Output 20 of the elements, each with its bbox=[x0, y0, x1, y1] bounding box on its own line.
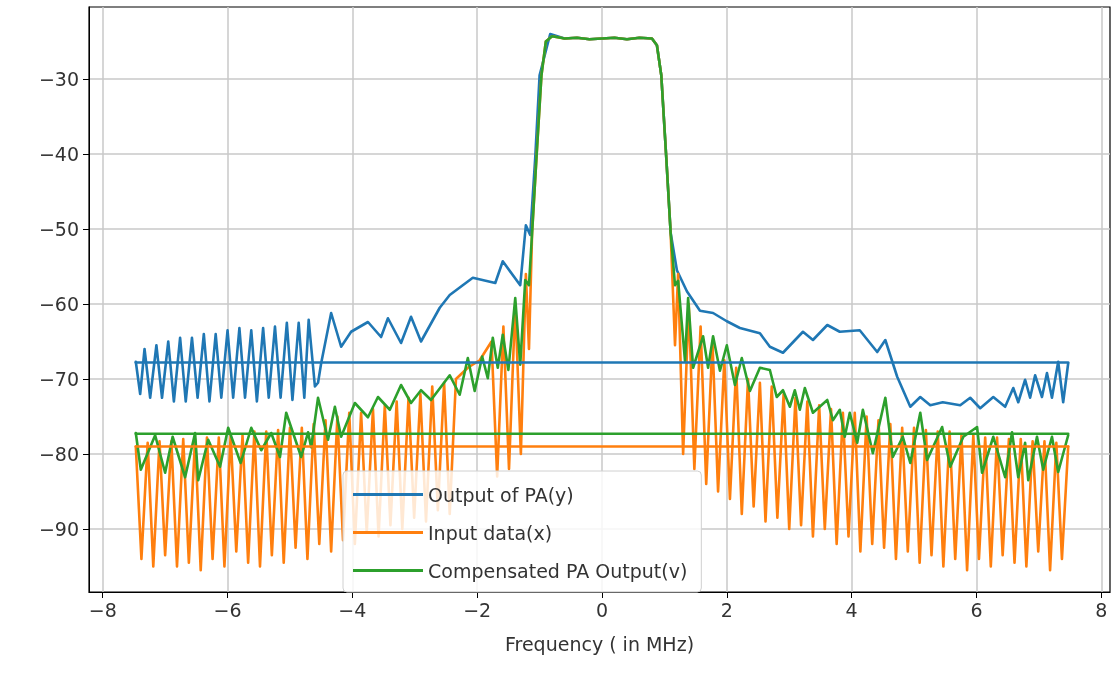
x-tick-label: 2 bbox=[720, 598, 733, 621]
y-tick-label: −60 bbox=[38, 293, 79, 315]
legend-label: Input data(x) bbox=[428, 521, 553, 544]
x-tick-label: 6 bbox=[970, 598, 983, 621]
y-tick-label: −50 bbox=[38, 218, 79, 240]
x-tick-label: −6 bbox=[213, 598, 242, 621]
y-tick-label: −30 bbox=[38, 68, 79, 90]
y-tick-label: −40 bbox=[38, 143, 79, 165]
legend-label: Compensated PA Output(v) bbox=[428, 559, 688, 582]
legend-label: Output of PA(y) bbox=[428, 483, 574, 506]
x-tick-label: 4 bbox=[845, 598, 858, 621]
x-axis-title: Frequency ( in MHz) bbox=[504, 632, 695, 655]
y-tick-label: −70 bbox=[38, 368, 79, 390]
x-tick-label: −4 bbox=[338, 598, 367, 621]
x-tick-label: 0 bbox=[595, 598, 609, 621]
y-tick-label: −80 bbox=[38, 443, 79, 465]
x-tick-label: −8 bbox=[88, 598, 117, 621]
x-tick-label: 8 bbox=[1095, 598, 1108, 621]
x-tick-label: −2 bbox=[463, 598, 492, 621]
y-tick-label: −90 bbox=[38, 518, 79, 540]
